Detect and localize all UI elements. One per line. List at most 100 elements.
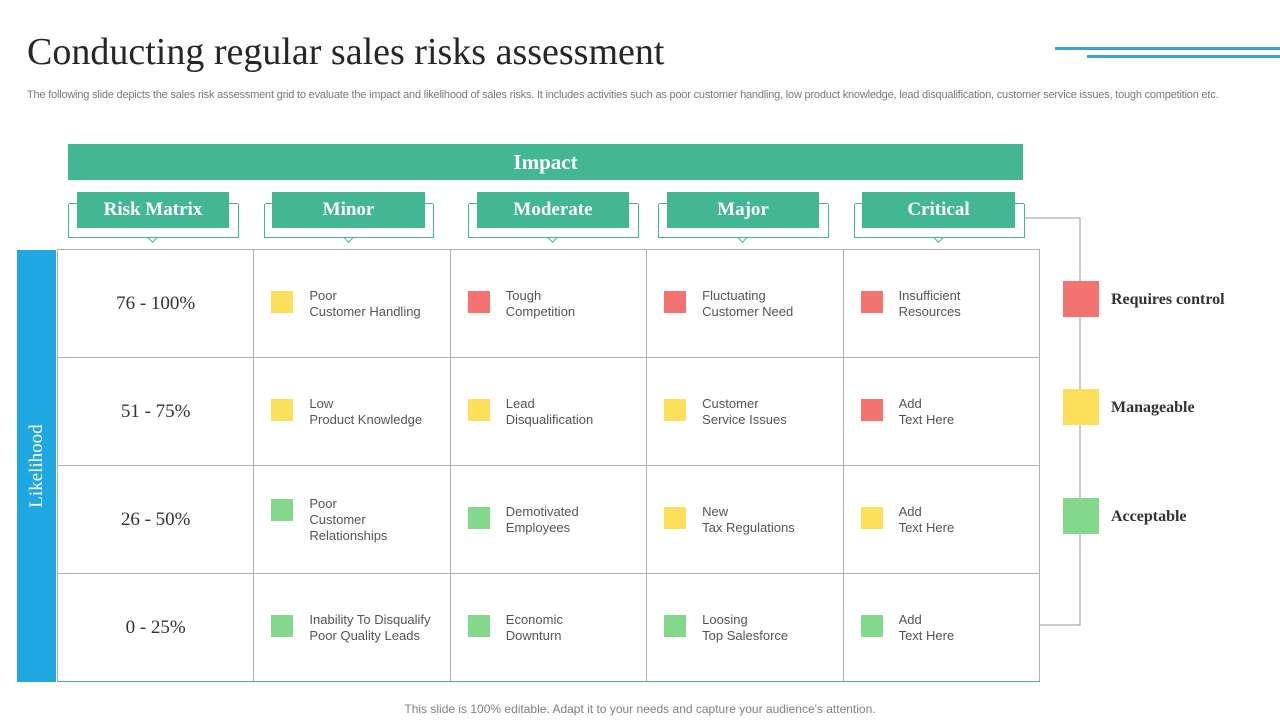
risk-level-swatch — [664, 290, 687, 313]
risk-item: Add Text Here — [844, 396, 1039, 428]
risk-item-text: Insufficient Resources — [899, 288, 961, 320]
risk-level-swatch — [860, 290, 883, 313]
risk-cell: Add Text Here — [842, 465, 1041, 574]
risk-item-text: Economic Downturn — [506, 612, 563, 644]
risk-item: Demotivated Employees — [451, 504, 646, 536]
risk-item-line: Text Here — [898, 519, 955, 535]
risk-item-text: Low Product Knowledge — [309, 396, 422, 428]
decorative-line — [1055, 47, 1280, 50]
risk-cell: Poor Customer Relationships — [253, 465, 451, 574]
risk-item-text: Demotivated Employees — [506, 504, 579, 536]
risk-item-line: New — [702, 503, 729, 519]
legend-swatch-acceptable — [1063, 498, 1099, 534]
legend-label-requires-control: Requires control — [1111, 291, 1225, 308]
risk-item: New Tax Regulations — [647, 504, 842, 536]
risk-level-swatch — [664, 398, 687, 421]
risk-cell: Insufficient Resources — [842, 249, 1041, 358]
risk-item-line: Customer — [702, 395, 759, 411]
risk-item-text: Poor Customer Relationships — [309, 496, 387, 544]
risk-item-line: Customer Handling — [309, 303, 421, 319]
risk-item-line: Add — [898, 611, 922, 627]
column-header-risk-matrix: Risk Matrix — [77, 192, 229, 228]
risk-item-text: Fluctuating Customer Need — [702, 288, 793, 320]
risk-item-text: Inability To Disqualify Poor Quality Lead… — [309, 612, 430, 644]
risk-item: Lead Disqualification — [451, 396, 646, 428]
risk-item-line: Loosing — [702, 611, 748, 627]
risk-item-line: Text Here — [898, 627, 955, 643]
risk-item: Low Product Knowledge — [254, 396, 449, 428]
risk-level-swatch — [271, 290, 294, 313]
risk-item-line: Lead — [505, 395, 535, 411]
risk-item-text: Add Text Here — [899, 396, 955, 428]
risk-item-line: Text Here — [898, 411, 955, 427]
risk-item-line: Poor — [309, 287, 337, 303]
risk-item-line: Demotivated — [505, 503, 579, 519]
risk-level-swatch — [860, 506, 883, 529]
risk-cell: New Tax Regulations — [646, 465, 844, 574]
risk-item-text: Lead Disqualification — [506, 396, 593, 428]
grid-row: 26 - 50% Poor Customer Relationships Demotiv… — [56, 465, 1041, 574]
page-subtitle: The following slide depicts the sales ri… — [27, 89, 1219, 101]
risk-item-line: Relationships — [309, 527, 388, 543]
risk-item-line: Competition — [505, 303, 576, 319]
risk-item-text: Customer Service Issues — [702, 396, 787, 428]
risk-item-line: Poor Quality Leads — [309, 627, 420, 643]
risk-item-line: Fluctuating — [702, 287, 766, 303]
risk-item-line: Low — [309, 395, 334, 411]
risk-item-line: Poor — [309, 495, 337, 511]
risk-cell: Low Product Knowledge — [253, 357, 451, 466]
risk-level-swatch — [467, 398, 490, 421]
risk-cell: Add Text Here — [842, 573, 1041, 682]
risk-item-line: Disqualification — [505, 411, 594, 427]
risk-item-line: Tax Regulations — [702, 519, 795, 535]
risk-item: Fluctuating Customer Need — [647, 288, 842, 320]
risk-item-line: Inability To Disqualify — [309, 611, 431, 627]
risk-item: Customer Service Issues — [647, 396, 842, 428]
risk-level-swatch — [664, 614, 687, 637]
risk-level-swatch — [860, 398, 883, 421]
risk-cell: Customer Service Issues — [646, 357, 844, 466]
risk-item-text: New Tax Regulations — [702, 504, 795, 536]
risk-item: Poor Customer Handling — [254, 288, 449, 320]
risk-level-swatch — [271, 498, 294, 521]
risk-item: Poor Customer Relationships — [254, 496, 449, 544]
risk-item: Add Text Here — [844, 504, 1039, 536]
impact-label: Impact — [513, 149, 578, 174]
risk-item-line: Resources — [898, 303, 961, 319]
legend-swatch-manageable — [1063, 389, 1099, 425]
risk-item: Inability To Disqualify Poor Quality Lead… — [254, 612, 449, 644]
risk-level-swatch — [664, 506, 687, 529]
likelihood-label: Likelihood — [25, 424, 47, 508]
risk-cell: Add Text Here — [842, 357, 1041, 466]
risk-item: Economic Downturn — [451, 612, 646, 644]
risk-item: Insufficient Resources — [844, 288, 1039, 320]
grid-row: 76 - 100% Poor Customer Handling Tough Compe… — [56, 249, 1041, 358]
risk-item-line: Add — [898, 503, 922, 519]
legend-swatch-requires-control — [1063, 281, 1099, 317]
risk-cell: Tough Competition — [449, 249, 648, 358]
risk-item-line: Insufficient — [898, 287, 961, 303]
legend-label-acceptable: Acceptable — [1111, 508, 1187, 525]
risk-cell: Lead Disqualification — [449, 357, 648, 466]
risk-cell: Poor Customer Handling — [253, 249, 451, 358]
risk-item-line: Tough — [505, 287, 542, 303]
likelihood-range: 0 - 25% — [56, 573, 255, 682]
grid-row: 51 - 75% Low Product Knowledge Lead Disquali… — [56, 357, 1041, 466]
footer-note: This slide is 100% editable. Adapt it to… — [404, 702, 876, 716]
risk-item: Loosing Top Salesforce — [647, 612, 842, 644]
risk-cell: Loosing Top Salesforce — [646, 573, 844, 682]
risk-level-swatch — [860, 614, 883, 637]
risk-item-text: Loosing Top Salesforce — [702, 612, 788, 644]
decorative-line — [1087, 55, 1280, 58]
column-header-minor: Minor — [272, 192, 425, 228]
risk-item-text: Add Text Here — [899, 612, 955, 644]
risk-item-line: Employees — [505, 519, 571, 535]
risk-item-line: Product Knowledge — [309, 411, 423, 427]
risk-item-line: Customer — [309, 511, 366, 527]
risk-cell: Demotivated Employees — [449, 465, 648, 574]
risk-item-text: Tough Competition — [506, 288, 575, 320]
likelihood-range: 26 - 50% — [56, 465, 255, 574]
likelihood-range: 51 - 75% — [56, 357, 255, 466]
risk-item: Add Text Here — [844, 612, 1039, 644]
likelihood-range: 76 - 100% — [56, 249, 255, 358]
